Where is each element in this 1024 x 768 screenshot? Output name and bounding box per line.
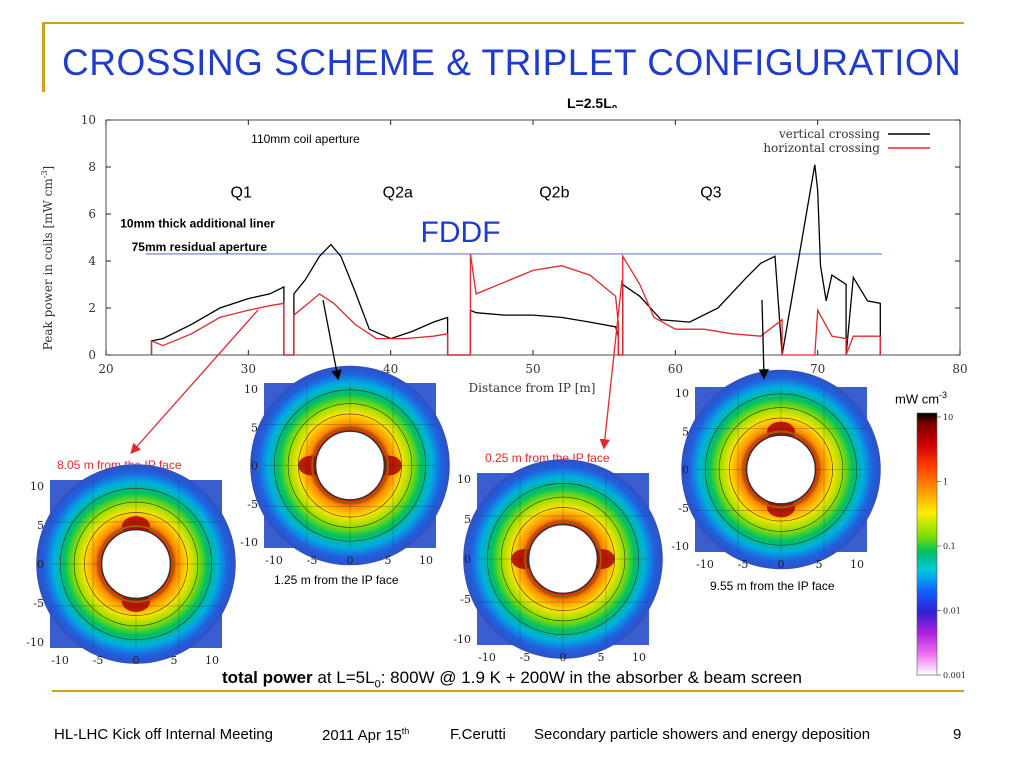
heatmap-y-tick: -10 [671, 540, 689, 553]
heatmap-x-tick: -5 [307, 554, 318, 567]
legend-entry: vertical crossing [778, 127, 880, 141]
heatmap-y-tick: -5 [460, 593, 471, 606]
colorbar-tick-label: 0.01 [943, 607, 961, 616]
legend-entry: horizontal crossing [763, 141, 880, 155]
accent-bar-vertical [42, 22, 45, 92]
heatmap-x-tick: 0 [133, 654, 140, 667]
heatmap-x-tick: -10 [51, 654, 69, 667]
magnet-label-q3: Q3 [700, 185, 721, 202]
y-tick-label: 6 [88, 207, 96, 221]
y-tick-label: 8 [88, 160, 96, 174]
footer-author: F.Cerutti [450, 726, 506, 743]
colorbar-unit: mW cm-3 [895, 390, 948, 407]
colorbar-tick-label: 0.1 [943, 542, 956, 551]
heatmap-0-25m: 0.25 m from the IP face 10 5 0 -5 -10 -10 -5 0 5 1… [445, 451, 663, 664]
heatmap-x-tick: 5 [598, 651, 605, 664]
footer-date: 2011 Apr 15th [322, 726, 410, 744]
heatmap-x-tick: -5 [93, 654, 104, 667]
heatmap-y-tick: 10 [244, 383, 258, 396]
chart-annotations: 110mm coil aperture 10mm thick additional… [120, 132, 882, 255]
heatmap-x-tick: 0 [347, 554, 354, 567]
y-axis-label: Peak power in coils [mW cm-3] [40, 166, 55, 350]
heatmap-y-tick: 10 [675, 387, 689, 400]
colorbar-ticks: 10 1 0.1 0.01 0.001 [937, 413, 966, 680]
heatmap-y-tick: -5 [678, 502, 689, 515]
y-tick-label: 10 [81, 113, 96, 127]
heatmap-y-tick: 10 [457, 473, 471, 486]
heatmap-x-tick: 10 [419, 554, 433, 567]
heatmap-9-55m: 9.55 m from the IP face 10 5 0 -5 -10 -10 -5 0 5 1… [660, 369, 881, 595]
heatmap-x-tick: 0 [560, 651, 567, 664]
colorbar-tick-label: 0.001 [943, 671, 966, 680]
x-axis-label: Distance from IP [m] [469, 381, 596, 395]
chart-series [150, 164, 881, 356]
x-tick-label: 40 [383, 362, 398, 376]
heatmap-x-tick: 5 [385, 554, 392, 567]
heatmap-y-tick: -10 [240, 536, 258, 549]
heatmap-x-tick: 10 [850, 558, 864, 571]
page-number: 9 [953, 726, 962, 743]
y-tick-label: 2 [88, 301, 96, 315]
heatmap-y-tick: 5 [251, 421, 258, 434]
bottom-rule [52, 690, 964, 692]
heatmap-x-tick: -5 [520, 651, 531, 664]
colorbar-tick-label: 10 [943, 413, 953, 422]
footer-topic: Secondary particle showers and energy de… [534, 726, 871, 743]
y-tick-label: 4 [88, 254, 96, 268]
heatmap-x-tick: 5 [816, 558, 823, 571]
heatmap-y-tick: -10 [453, 633, 471, 646]
colorbar: 10 1 0.1 0.01 0.001 [916, 412, 966, 680]
colorbar-tick-label: 1 [943, 478, 948, 487]
x-tick-label: 50 [525, 362, 540, 376]
residual-aperture-label: 75mm residual aperture [132, 240, 268, 254]
accent-bar-horizontal [42, 22, 964, 24]
heatmap-y-tick: 0 [464, 553, 471, 566]
heatmap-y-tick: 0 [682, 464, 689, 477]
heatmap-x-tick: -10 [696, 558, 714, 571]
heatmap-y-tick: 5 [37, 519, 44, 532]
heatmap-label: 1.25 m from the IP face [274, 573, 399, 587]
heatmap-1-25m: 1.25 m from the IP face 10 5 0 -5 -10 -10 -5 0 5 1… [232, 365, 450, 588]
heatmap-plot: 10 5 0 -5 -10 -10 -5 0 5 10 [240, 365, 450, 567]
heatmap-plot: 10 5 0 -5 -10 -10 -5 0 5 10 [453, 459, 663, 664]
heatmap-x-tick: 10 [632, 651, 646, 664]
heatmap-x-tick: -10 [265, 554, 283, 567]
coil-aperture-label: 110mm coil aperture [251, 132, 360, 146]
heatmap-plot: 10 5 0 -5 -10 -10 -5 0 5 10 [26, 464, 236, 667]
x-tick-label: 80 [952, 362, 967, 376]
x-tick-label: 20 [98, 362, 113, 376]
heatmap-label: 9.55 m from the IP face [710, 579, 835, 593]
heatmap-x-tick: 10 [205, 654, 219, 667]
x-tick-label: 70 [810, 362, 825, 376]
magnet-label-q2b: Q2b [539, 185, 569, 202]
magnet-label-q1: Q1 [231, 185, 252, 202]
power-profile-chart: 20 30 40 50 60 70 80 0 2 4 6 8 10 110mm coil apertur… [38, 108, 968, 400]
heatmap-y-tick: 0 [251, 460, 258, 473]
heatmap-y-tick: 0 [37, 558, 44, 571]
x-tick-label: 60 [668, 362, 683, 376]
magnet-label-q2a: Q2a [383, 185, 413, 202]
heatmap-y-tick: -10 [26, 636, 44, 649]
heatmap-plot: 10 5 0 -5 -10 -10 -5 0 5 10 [671, 369, 881, 571]
y-tick-label: 0 [88, 348, 96, 362]
footer-meeting: HL-LHC Kick off Internal Meeting [54, 726, 273, 743]
heatmap-y-tick: -5 [33, 597, 44, 610]
liner-label: 10mm thick additional liner [120, 216, 275, 230]
fddf-label: FDDF [421, 216, 501, 249]
heatmap-y-tick: 5 [682, 425, 689, 438]
heatmap-y-tick: -5 [247, 498, 258, 511]
heatmap-x-tick: 0 [778, 558, 785, 571]
heatmap-8-05m: 8.05 m from the IP face 10 5 0 -5 -10 -10 -5 0 5 1… [12, 458, 236, 670]
footer: HL-LHC Kick off Internal Meeting 2011 Ap… [0, 726, 1024, 748]
heatmap-x-tick: -10 [478, 651, 496, 664]
slide-title: CROSSING SCHEME & TRIPLET CONFIGURATION [62, 42, 962, 83]
heatmap-x-tick: -5 [738, 558, 749, 571]
total-power-summary: total power at L=5L0: 800W @ 1.9 K + 200… [222, 668, 802, 691]
heatmap-x-tick: 5 [171, 654, 178, 667]
heatmap-y-tick: 10 [30, 480, 44, 493]
heatmap-y-tick: 5 [464, 513, 471, 526]
series-horizontal-crossing [150, 253, 881, 356]
x-tick-label: 30 [241, 362, 256, 376]
